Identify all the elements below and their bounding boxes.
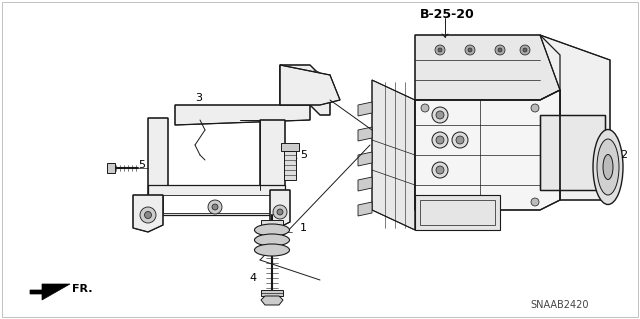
Circle shape bbox=[436, 166, 444, 174]
Circle shape bbox=[468, 48, 472, 52]
Ellipse shape bbox=[603, 154, 613, 180]
Circle shape bbox=[421, 104, 429, 112]
Polygon shape bbox=[163, 195, 270, 213]
Polygon shape bbox=[175, 105, 310, 125]
Circle shape bbox=[312, 75, 318, 81]
Polygon shape bbox=[415, 195, 500, 230]
Circle shape bbox=[436, 111, 444, 119]
Circle shape bbox=[465, 45, 475, 55]
Polygon shape bbox=[415, 90, 560, 210]
Polygon shape bbox=[280, 65, 340, 105]
Circle shape bbox=[435, 45, 445, 55]
Circle shape bbox=[308, 71, 322, 85]
Circle shape bbox=[495, 45, 505, 55]
Circle shape bbox=[438, 48, 442, 52]
Circle shape bbox=[432, 162, 448, 178]
Polygon shape bbox=[148, 118, 168, 195]
Circle shape bbox=[498, 48, 502, 52]
Circle shape bbox=[273, 205, 287, 219]
Circle shape bbox=[452, 132, 468, 148]
Bar bbox=[261, 290, 283, 296]
Ellipse shape bbox=[597, 139, 619, 195]
Bar bbox=[261, 220, 283, 226]
Circle shape bbox=[520, 45, 530, 55]
Text: 3: 3 bbox=[195, 93, 202, 103]
Text: FR.: FR. bbox=[72, 284, 93, 294]
Bar bbox=[284, 148, 296, 180]
Polygon shape bbox=[261, 296, 283, 305]
Circle shape bbox=[277, 209, 283, 215]
Polygon shape bbox=[280, 65, 330, 115]
Bar bbox=[107, 163, 115, 173]
Polygon shape bbox=[358, 202, 372, 216]
Text: 4: 4 bbox=[249, 273, 256, 283]
Circle shape bbox=[432, 132, 448, 148]
Text: SNAAB2420: SNAAB2420 bbox=[530, 300, 589, 310]
Circle shape bbox=[421, 198, 429, 206]
Circle shape bbox=[140, 207, 156, 223]
Circle shape bbox=[145, 211, 152, 219]
Ellipse shape bbox=[255, 234, 289, 246]
Polygon shape bbox=[270, 190, 290, 228]
Polygon shape bbox=[133, 195, 163, 232]
Ellipse shape bbox=[255, 244, 289, 256]
Polygon shape bbox=[358, 102, 372, 116]
Text: 5: 5 bbox=[138, 160, 145, 170]
Circle shape bbox=[456, 136, 464, 144]
Polygon shape bbox=[540, 115, 605, 190]
Circle shape bbox=[531, 104, 539, 112]
Polygon shape bbox=[148, 185, 285, 215]
Text: 5: 5 bbox=[300, 150, 307, 160]
Ellipse shape bbox=[255, 224, 289, 236]
Circle shape bbox=[436, 136, 444, 144]
Ellipse shape bbox=[593, 130, 623, 204]
Circle shape bbox=[212, 204, 218, 210]
Polygon shape bbox=[358, 127, 372, 141]
Circle shape bbox=[531, 198, 539, 206]
Text: 1: 1 bbox=[300, 223, 307, 233]
Polygon shape bbox=[260, 120, 285, 195]
Bar bbox=[281, 143, 299, 151]
Polygon shape bbox=[30, 284, 70, 300]
Text: 2: 2 bbox=[620, 150, 627, 160]
Polygon shape bbox=[372, 80, 415, 230]
Circle shape bbox=[208, 200, 222, 214]
Circle shape bbox=[432, 107, 448, 123]
Circle shape bbox=[523, 48, 527, 52]
Polygon shape bbox=[358, 152, 372, 166]
Polygon shape bbox=[540, 35, 610, 200]
Polygon shape bbox=[415, 35, 560, 100]
Polygon shape bbox=[358, 177, 372, 191]
Text: B-25-20: B-25-20 bbox=[420, 9, 475, 21]
